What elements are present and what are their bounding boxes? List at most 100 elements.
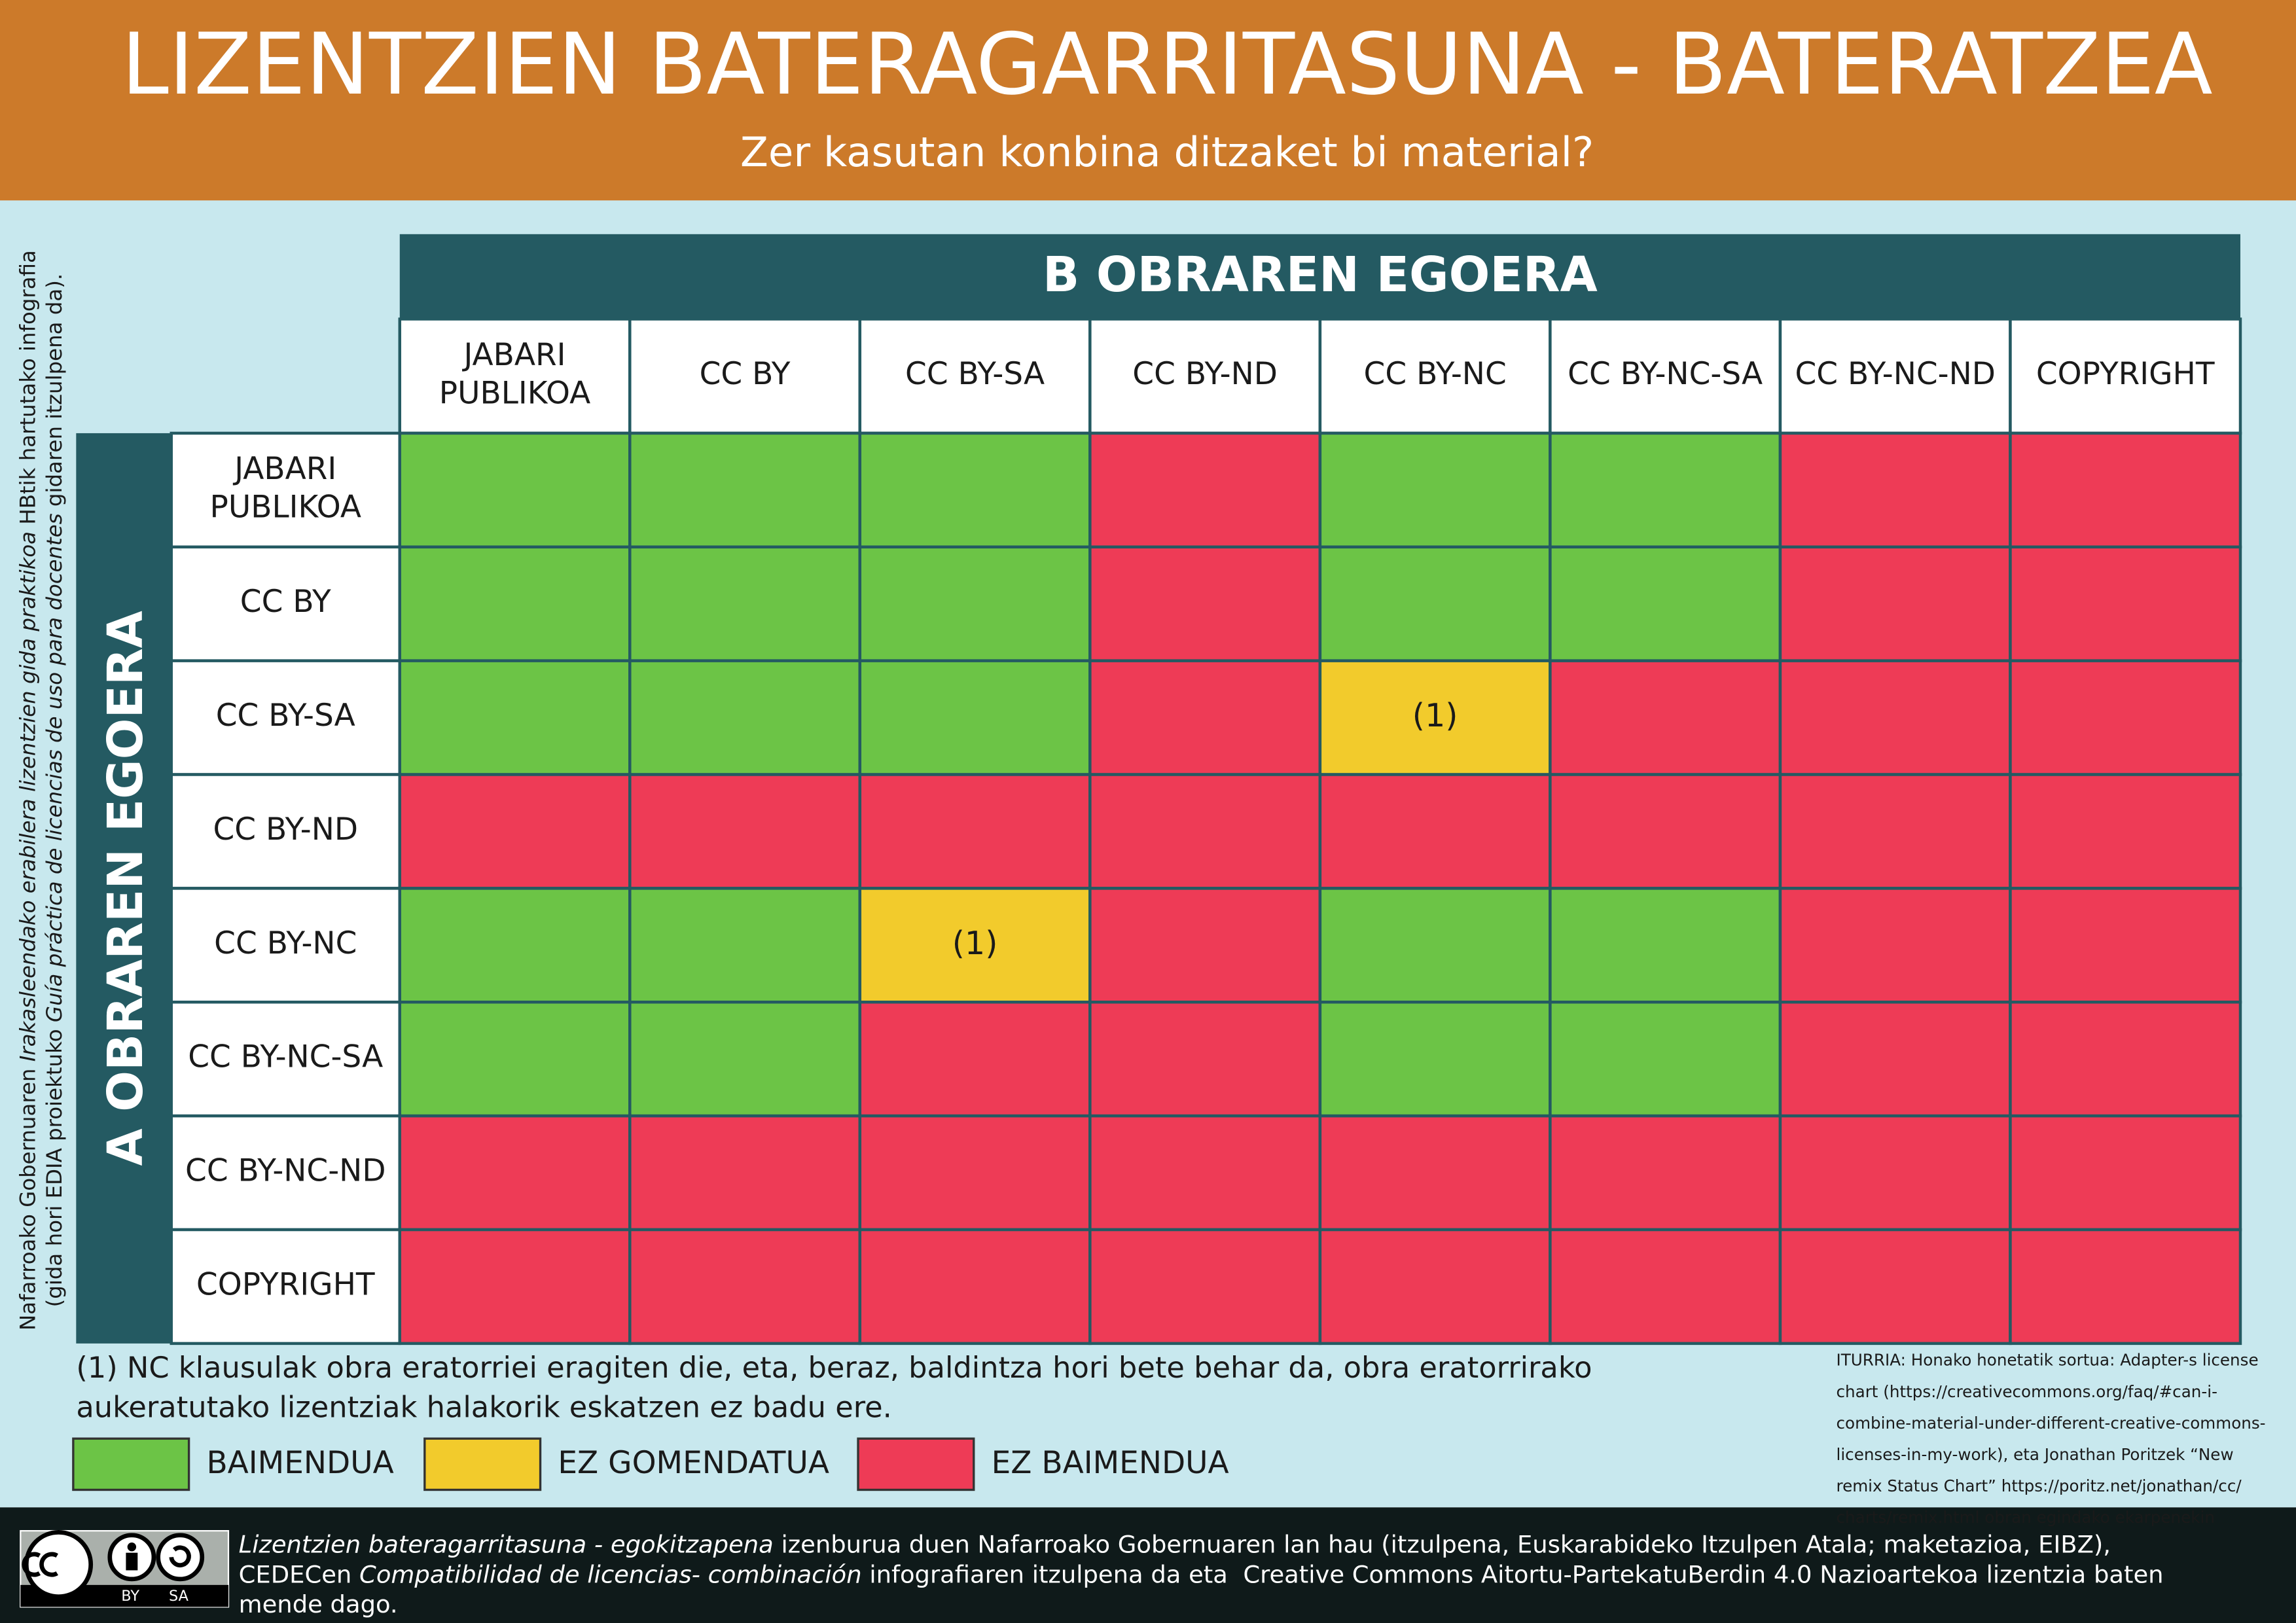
compatibility-cell [2009,545,2242,662]
compatibility-cell [628,1114,862,1232]
compatibility-cell [858,773,1092,890]
compatibility-cell [858,1001,1092,1118]
compatibility-cell [1088,887,1322,1004]
by-icon-body [126,1552,138,1571]
compatibility-cell [1318,1001,1552,1118]
row-label: CC BY [240,584,331,620]
footer-text: Lizentzien bateragarritasuna - egokitzap… [239,1530,2111,1558]
compatibility-cell [1318,887,1552,1004]
compatibility-cell [858,431,1092,549]
compatibility-cell [1778,887,2012,1004]
compatibility-cell [1318,1114,1552,1232]
row-label-cell [170,545,402,662]
source-note: combine-material-under-different-creativ… [1837,1414,2266,1433]
compatibility-cell [1088,1114,1322,1232]
compatibility-cell [398,1114,632,1232]
footer-text-part: infografiaren itzulpena da eta Creative … [862,1560,2164,1588]
column-label: CC BY-NC-ND [1795,356,1995,392]
row-header: A OBRAREN EGOERA [98,611,154,1166]
compatibility-cell [398,545,632,662]
row-label: CC BY-NC-SA [188,1039,383,1075]
row-label-cell [170,1228,402,1346]
row-label-cell [170,1001,402,1118]
compatibility-cell [398,1228,632,1346]
column-label: COPYRIGHT [2036,356,2215,392]
compatibility-cell [2009,773,2242,890]
legend-label: BAIMENDUA [206,1445,393,1481]
side-note: (gida hori EDIA proiektuko Guía práctica… [42,274,67,1308]
column-label: JABARI [462,337,566,373]
row-label: CC BY-NC [214,925,357,961]
column-label-cell [2009,317,2242,435]
compatibility-cell [1778,773,2012,890]
footnote: (1) NC klausulak obra eratorriei eragite… [76,1350,1592,1385]
column-label: PUBLIKOA [439,376,591,412]
compatibility-cell [1778,1114,2012,1232]
footer-text-part: izenburua duen Nafarroako Gobernuaren la… [774,1530,2111,1558]
compatibility-cell [1549,431,1782,549]
row-label: CC BY-NC-ND [185,1153,386,1189]
compatibility-cell [398,773,632,890]
compatibility-cell [1318,773,1552,890]
column-label: CC BY [700,356,791,392]
column-header-band [399,234,2240,319]
cc-icon [24,1529,94,1599]
source-note: ITURRIA: Honako honetatik sortua: Adapte… [1837,1351,2259,1370]
row-label: COPYRIGHT [196,1266,375,1302]
compatibility-cell [1549,887,1782,1004]
column-label: CC BY-ND [1132,356,1278,392]
side-note-part: gidaren itzulpena da). [42,274,67,514]
badge-label: SA [169,1588,189,1605]
subtitle: Zer kasutan konbina ditzaket bi material… [740,128,1594,176]
legend-swatch [857,1437,975,1491]
by-icon-head [127,1543,137,1552]
compatibility-cell [1318,1228,1552,1346]
footer-text-part: Compatibilidad de licencias- combinación [359,1560,862,1588]
compatibility-cell [858,545,1092,662]
compatibility-cell [1778,1228,2012,1346]
row-label-cell [170,659,402,776]
compatibility-cell [1088,545,1322,662]
column-label-cell [1318,317,1552,435]
sa-icon [156,1533,205,1582]
column-label-cell [1549,317,1782,435]
compatibility-cell [1318,659,1552,776]
title: LIZENTZIEN BATERAGARRITASUNA - BATERATZE… [122,15,2213,114]
footer-text-part: Lizentzien bateragarritasuna - egokitzap… [239,1530,774,1558]
compatibility-cell [2009,1114,2242,1232]
source-note: licenses-in-my-work), eta Jonathan Porit… [1837,1445,2234,1464]
compatibility-cell [628,431,862,549]
column-label: CC BY-NC-SA [1568,356,1763,392]
compatibility-cell [398,659,632,776]
compatibility-cell [1778,659,2012,776]
row-label: JABARI [232,451,336,487]
compatibility-cell [1088,431,1322,549]
compatibility-cell [858,1114,1092,1232]
column-label: CC BY-SA [905,356,1045,392]
cell-note: (1) [952,924,998,962]
column-label-cell [628,317,862,435]
compatibility-cell [858,887,1092,1004]
compatibility-cell [858,659,1092,776]
compatibility-cell [1549,1114,1782,1232]
compatibility-cell [1318,545,1552,662]
side-note-part: Nafarroako Gobernuaren [16,1061,41,1330]
compatibility-cell [1549,659,1782,776]
compatibility-cell [628,659,862,776]
row-label-cell [170,887,402,1004]
source-note: chart (https://creativecommons.org/faq/#… [1837,1382,2217,1401]
compatibility-cell [1778,431,2012,549]
column-label-cell [398,317,632,435]
header-band [0,0,2296,201]
compatibility-cell [1088,659,1322,776]
compatibility-cell [628,545,862,662]
compatibility-cell [1549,773,1782,890]
compatibility-cell [1778,545,2012,662]
footer-text: mende dago. [239,1590,398,1618]
source-note: remix Status Chart” https://poritz.net/j… [1837,1476,2242,1495]
compatibility-cell [1549,545,1782,662]
legend-swatch [72,1437,190,1491]
row-label-cell [170,1114,402,1232]
side-note-part: Guía práctica de licencias de uso para d… [42,513,67,1022]
source-note: charts/remix.html obran egindako ekarpen… [1837,1508,2215,1527]
